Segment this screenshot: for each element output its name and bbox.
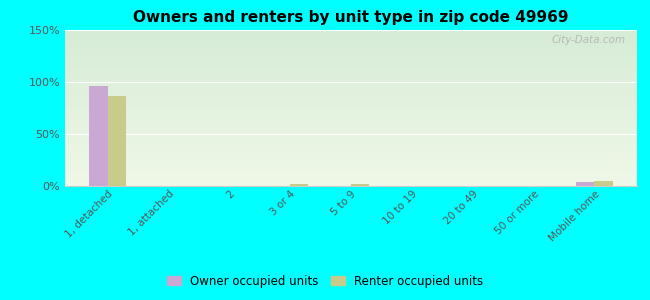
Text: City-Data.com: City-Data.com [551,35,625,45]
Bar [594,181,613,186]
Title: Owners and renters by unit type in zip code 49969: Owners and renters by unit type in zip c… [133,10,569,25]
Bar [351,184,369,186]
Bar [89,86,108,186]
Bar [290,184,308,186]
Bar [108,95,126,186]
Bar [576,182,594,186]
Legend: Owner occupied units, Renter occupied units: Owner occupied units, Renter occupied un… [163,271,487,291]
